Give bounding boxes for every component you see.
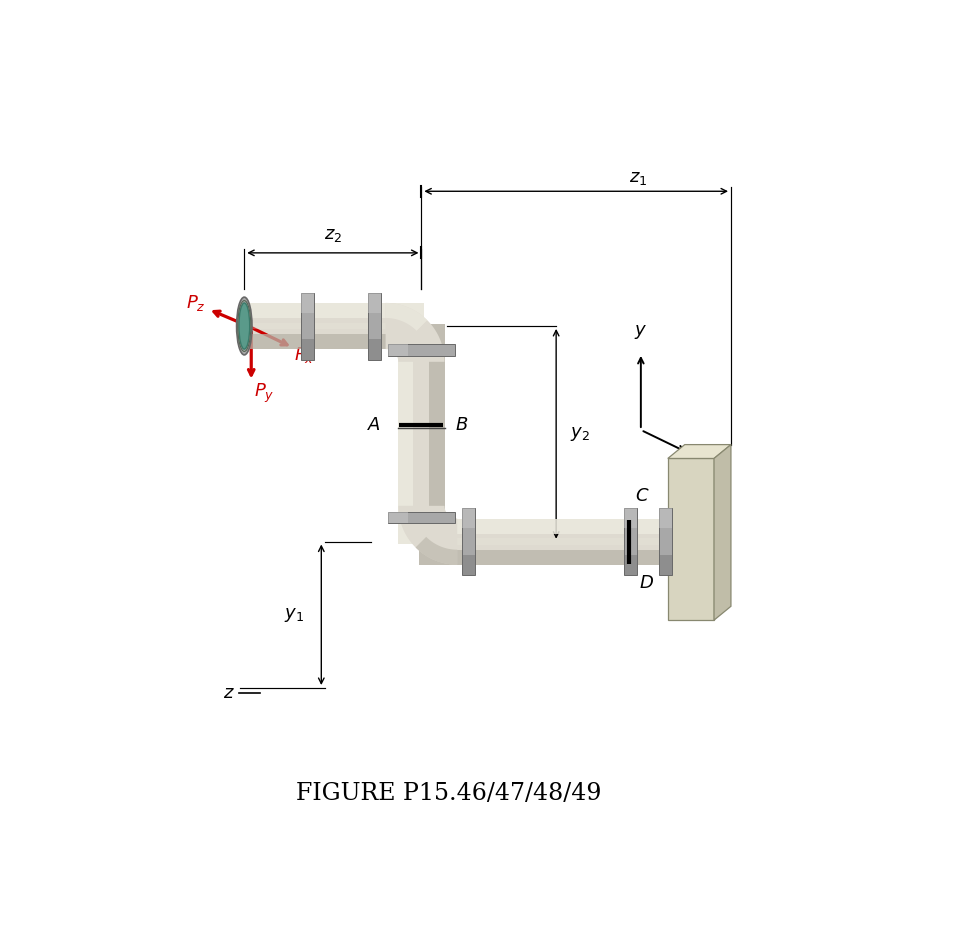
- Polygon shape: [653, 538, 672, 545]
- Polygon shape: [388, 511, 455, 523]
- Polygon shape: [667, 458, 714, 620]
- Polygon shape: [388, 344, 408, 356]
- Polygon shape: [244, 323, 423, 329]
- Text: $y_2$: $y_2$: [570, 425, 590, 443]
- Ellipse shape: [239, 303, 250, 349]
- Text: $z_2$: $z_2$: [323, 226, 342, 244]
- Polygon shape: [301, 340, 314, 359]
- Polygon shape: [667, 445, 731, 458]
- Text: FIGURE P15.46/47/48/49: FIGURE P15.46/47/48/49: [296, 782, 601, 805]
- Polygon shape: [398, 324, 414, 544]
- Polygon shape: [398, 506, 458, 564]
- Text: $y$: $y$: [634, 324, 648, 341]
- Polygon shape: [653, 519, 672, 564]
- Polygon shape: [416, 536, 458, 564]
- Ellipse shape: [236, 297, 252, 355]
- Polygon shape: [301, 293, 314, 313]
- Polygon shape: [419, 519, 653, 534]
- Polygon shape: [419, 550, 653, 564]
- Polygon shape: [244, 303, 423, 318]
- Text: $P_z$: $P_z$: [186, 293, 206, 313]
- Text: $z$: $z$: [223, 684, 235, 703]
- Polygon shape: [388, 344, 455, 356]
- Text: $z_1$: $z_1$: [628, 170, 647, 188]
- Polygon shape: [244, 303, 423, 349]
- Polygon shape: [419, 538, 653, 545]
- Polygon shape: [368, 293, 380, 359]
- Text: $A$: $A$: [368, 415, 381, 434]
- Polygon shape: [385, 303, 445, 362]
- Polygon shape: [659, 508, 672, 575]
- Polygon shape: [301, 293, 314, 359]
- Polygon shape: [653, 550, 672, 564]
- Text: $B$: $B$: [456, 415, 468, 434]
- Text: $D$: $D$: [639, 574, 654, 592]
- Polygon shape: [653, 519, 672, 534]
- Polygon shape: [398, 324, 445, 544]
- Polygon shape: [419, 519, 653, 564]
- Polygon shape: [659, 508, 672, 528]
- Polygon shape: [624, 508, 637, 528]
- Polygon shape: [624, 508, 637, 575]
- Polygon shape: [388, 511, 408, 523]
- Polygon shape: [463, 508, 475, 575]
- Text: $C$: $C$: [635, 487, 650, 505]
- Polygon shape: [463, 555, 475, 575]
- Polygon shape: [659, 555, 672, 575]
- Text: $P_x$: $P_x$: [294, 345, 315, 366]
- Polygon shape: [368, 293, 380, 313]
- Polygon shape: [429, 324, 445, 544]
- Text: $P_y$: $P_y$: [254, 383, 274, 405]
- Polygon shape: [463, 508, 475, 528]
- Text: $x$: $x$: [696, 449, 710, 466]
- Polygon shape: [368, 340, 380, 359]
- Polygon shape: [714, 445, 731, 620]
- Polygon shape: [385, 303, 427, 331]
- Polygon shape: [244, 334, 423, 349]
- Text: $y_1$: $y_1$: [284, 606, 305, 624]
- Polygon shape: [624, 555, 637, 575]
